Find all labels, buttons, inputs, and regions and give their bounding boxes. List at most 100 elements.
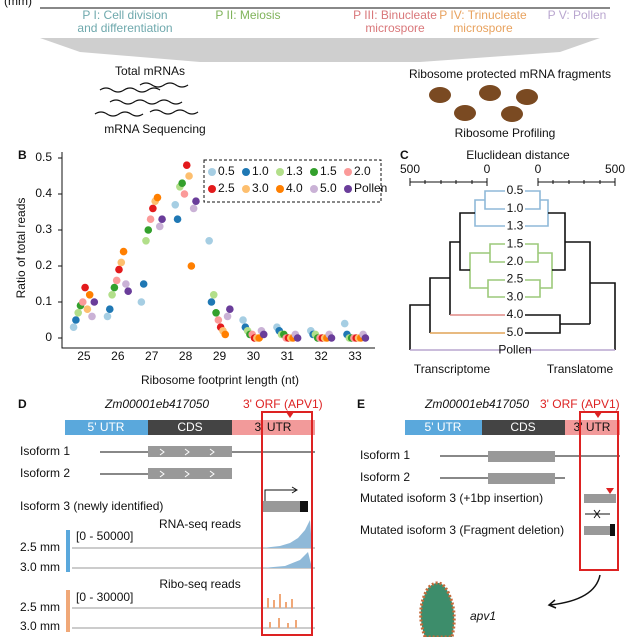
track-range: [0 - 30000] bbox=[76, 590, 133, 604]
x-tick-label: 26 bbox=[111, 349, 125, 363]
legend-swatch bbox=[208, 168, 216, 176]
dot bbox=[78, 298, 87, 306]
utr5 bbox=[65, 420, 148, 435]
legend-label: 1.5 bbox=[320, 164, 337, 178]
dot bbox=[207, 298, 216, 306]
cds bbox=[148, 420, 232, 435]
y-tick-label: 0.3 bbox=[35, 222, 52, 236]
y-tick-label: 0.1 bbox=[35, 294, 52, 308]
right-title: Translatome bbox=[547, 362, 614, 376]
leaf-label: 1.3 bbox=[507, 219, 524, 233]
dot bbox=[189, 204, 198, 213]
axes bbox=[61, 152, 375, 349]
leaf-label: 2.5 bbox=[507, 272, 524, 286]
track-label: 2.5 mm bbox=[20, 600, 60, 614]
utr3 bbox=[565, 420, 620, 435]
legend-label: Pollen bbox=[354, 181, 387, 195]
dot bbox=[146, 215, 155, 223]
legend-swatch bbox=[276, 185, 284, 193]
isoform: Isoform 2 bbox=[360, 470, 410, 484]
orf-label: 3' ORF (APV1) bbox=[243, 397, 323, 411]
panel-label: B bbox=[18, 148, 27, 162]
legend-label: 2.0 bbox=[354, 164, 371, 178]
strip-chart: 0 0.1 0.2 0.3 0.4 0.5 25 26 27 28 29 30 31 32 33 0.5 1.0… bbox=[35, 150, 387, 363]
dendrogram bbox=[525, 190, 616, 351]
region: CDS bbox=[177, 420, 202, 434]
y-tick-label: 0.5 bbox=[35, 150, 52, 164]
phase-label: P I: Cell division bbox=[82, 8, 167, 22]
dot bbox=[142, 237, 150, 245]
phase-label: P V: Pollen bbox=[548, 8, 607, 22]
dot bbox=[122, 280, 130, 288]
dot bbox=[155, 222, 164, 231]
legend-label: 5.0 bbox=[320, 181, 337, 195]
dot bbox=[185, 172, 193, 180]
x-tick-label: 30 bbox=[247, 349, 261, 363]
arrow bbox=[547, 574, 601, 609]
dot bbox=[226, 305, 234, 314]
dot bbox=[178, 179, 186, 187]
track-label: 2.5 mm bbox=[20, 540, 60, 554]
y-tick-label: 0.4 bbox=[35, 186, 52, 200]
legend-swatch bbox=[276, 168, 284, 176]
legend-swatch bbox=[208, 185, 216, 193]
leaves: 0.5 1.0 1.3 1.5 2.0 2.5 3.0 4.0 5.0 Pollen bbox=[498, 183, 531, 356]
dot bbox=[88, 312, 96, 321]
mrna-waves bbox=[94, 82, 199, 117]
axis-title: Eluclidean distance bbox=[466, 148, 570, 162]
dendrogram bbox=[409, 190, 505, 351]
dot bbox=[340, 319, 349, 328]
tracks bbox=[66, 520, 315, 632]
dot bbox=[110, 283, 119, 292]
isoform: Isoform 1 bbox=[20, 444, 70, 458]
dot bbox=[153, 193, 162, 202]
dot bbox=[72, 316, 80, 324]
phase-label: microspore bbox=[365, 21, 425, 35]
isoform: Mutated isoform 3 (+1bp insertion) bbox=[360, 491, 543, 505]
dot bbox=[361, 334, 370, 342]
dot bbox=[171, 201, 180, 209]
dot bbox=[239, 316, 247, 324]
left-title: Transcriptome bbox=[414, 362, 491, 376]
highlight bbox=[579, 411, 619, 571]
dot bbox=[293, 334, 302, 342]
dot bbox=[85, 291, 94, 299]
highlight bbox=[261, 411, 313, 636]
isoform-models bbox=[100, 446, 315, 512]
leaf-label: 3.0 bbox=[507, 289, 524, 303]
orf-label: 3' ORF (APV1) bbox=[540, 397, 620, 411]
dot bbox=[117, 258, 126, 267]
dot bbox=[180, 190, 189, 198]
legend-swatch bbox=[344, 185, 352, 193]
panel-label: E bbox=[357, 397, 365, 411]
phase-label: P II: Meiosis bbox=[215, 8, 280, 22]
dot bbox=[124, 287, 132, 296]
phase-label: P IV: Trinucleate bbox=[439, 8, 527, 22]
isoform: Isoform 2 bbox=[20, 466, 70, 480]
x-tick-label: 25 bbox=[77, 349, 91, 363]
orf-marker bbox=[594, 412, 602, 418]
ribo-method: Ribosome Profiling bbox=[455, 126, 556, 140]
mrna-title: Total mRNAs bbox=[115, 64, 185, 78]
dot bbox=[112, 276, 121, 285]
dot bbox=[74, 309, 82, 317]
unit: (mm) bbox=[4, 0, 32, 8]
leaf-label: 0.5 bbox=[507, 183, 524, 197]
dot bbox=[221, 330, 230, 339]
legend-swatch bbox=[242, 168, 250, 176]
dot bbox=[182, 161, 191, 169]
mutant-label: apv1 bbox=[470, 609, 496, 623]
dot bbox=[209, 291, 218, 299]
dot bbox=[81, 283, 89, 292]
region: CDS bbox=[510, 420, 535, 434]
phase-label: P III: Binucleate bbox=[353, 8, 437, 22]
dot bbox=[139, 280, 148, 288]
leaf-label: Pollen bbox=[498, 342, 531, 356]
track-title: Ribo-seq reads bbox=[159, 577, 240, 591]
dot bbox=[103, 312, 112, 321]
x-tick-label: 32 bbox=[314, 349, 328, 363]
ribo-title: Ribosome protected mRNA fragments bbox=[409, 67, 611, 81]
leaf-label: 2.0 bbox=[507, 254, 524, 268]
isoform-models bbox=[440, 451, 620, 536]
